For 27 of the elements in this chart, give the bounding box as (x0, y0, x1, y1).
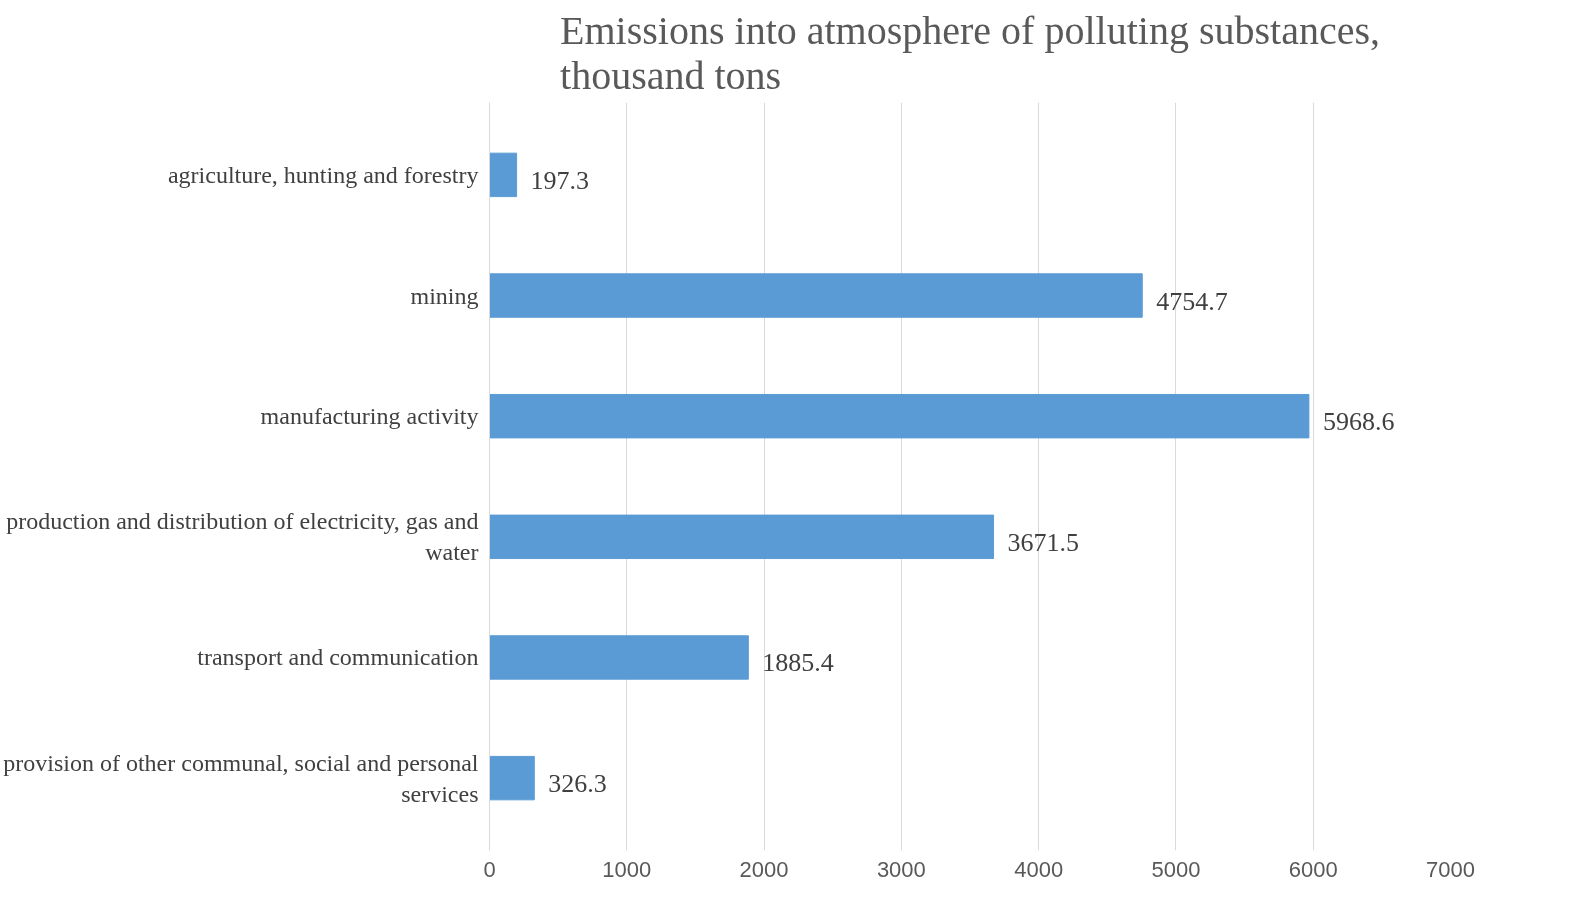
data-label: 3671.5 (1007, 527, 1080, 557)
data-label: 326.3 (548, 769, 607, 799)
bar (489, 152, 518, 198)
data-label: 1885.4 (762, 648, 834, 678)
chart-title: Emissions into atmosphere of polluting substances, thousand tons (560, 7, 1380, 98)
x-tick-label: 1000 (602, 856, 652, 882)
x-tick-label: 4000 (1014, 856, 1064, 882)
y-tick-label: provision of other communal, social and personal services (3, 749, 479, 807)
data-label: 4754.7 (1156, 286, 1228, 316)
bar (489, 273, 1143, 318)
bar (489, 755, 535, 801)
y-tick-label: mining (410, 282, 479, 309)
data-label: 5968.6 (1322, 407, 1395, 437)
x-tick-label: 7000 (1426, 856, 1475, 882)
bar (489, 393, 1310, 439)
bar (489, 635, 749, 680)
data-label: 197.3 (530, 165, 590, 195)
y-tick-label: transport and communication (197, 644, 479, 671)
y-tick-label: manufacturing activity (260, 403, 479, 430)
y-tick-label: production and distribution of electricity, gas and water (6, 508, 479, 566)
y-tick-label: agriculture, hunting and forestry (167, 161, 479, 188)
x-tick-label: 3000 (876, 856, 926, 882)
x-tick-label: 6000 (1288, 856, 1338, 882)
x-tick-label: 5000 (1151, 856, 1201, 882)
x-tick-label: 0 (483, 856, 496, 882)
x-tick-label: 2000 (739, 856, 789, 882)
bar (489, 514, 995, 560)
